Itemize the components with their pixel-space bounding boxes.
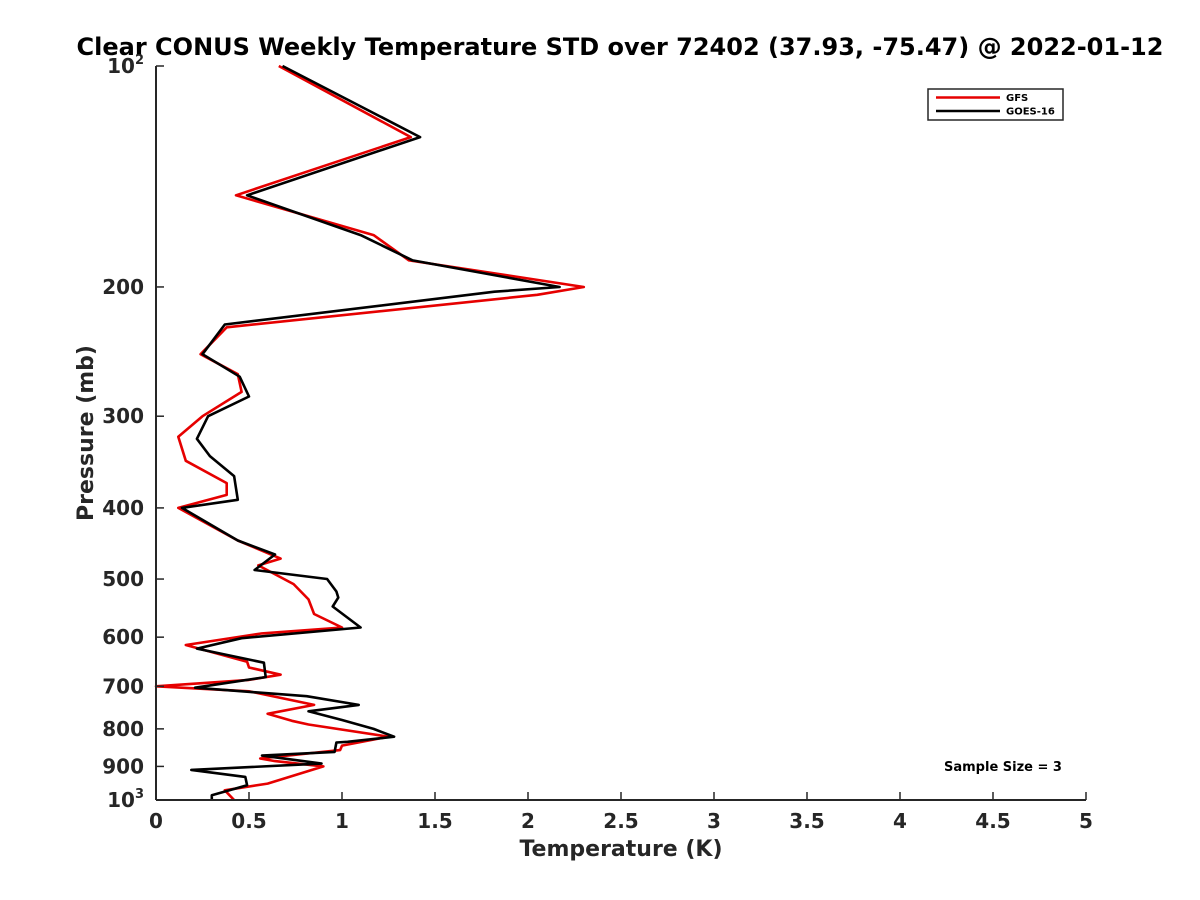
x-tick-label: 0.5: [231, 809, 266, 833]
x-ticks: 0 0.5 1 1.5 2 2.5 3 3.5 4 4.5 5: [149, 792, 1093, 833]
x-tick-label: 4.5: [975, 809, 1010, 833]
legend-box: [927, 88, 1064, 121]
plot-area: [154, 64, 586, 801]
x-tick-label: 2.5: [603, 809, 638, 833]
y-tick-label: 600: [102, 625, 144, 649]
y-tick-label: 700: [102, 674, 144, 698]
sample-size-annotation: Sample Size = 3: [944, 760, 1062, 775]
x-tick-label: 1.5: [417, 809, 452, 833]
x-tick-label: 3.5: [789, 809, 824, 833]
y-tick-label: 500: [102, 567, 144, 591]
legend-label-gfs: GFS: [1006, 93, 1028, 104]
y-tick-label: 200: [102, 275, 144, 299]
y-ticks: 102 200 300 400 500 600 700 800 900 103: [102, 53, 164, 812]
x-tick-label: 2: [521, 809, 535, 833]
x-tick-label: 3: [707, 809, 721, 833]
x-tick-label: 4: [893, 809, 907, 833]
y-tick-label: 103: [107, 787, 144, 812]
x-tick-label: 1: [335, 809, 349, 833]
y-tick-label: 300: [102, 404, 144, 428]
chart-title: Clear CONUS Weekly Temperature STD over …: [77, 33, 1164, 61]
y-tick-label: 400: [102, 496, 144, 520]
x-tick-label: 0: [149, 809, 163, 833]
legend: GFS GOES-16: [927, 88, 1064, 121]
y-tick-label: 800: [102, 717, 144, 741]
x-axis-label: Temperature (K): [519, 837, 722, 862]
series-line-goes-16: [180, 64, 561, 800]
legend-label-goes-16: GOES-16: [1006, 107, 1055, 118]
y-tick-label: 900: [102, 754, 144, 778]
y-tick-label: 102: [107, 53, 144, 78]
y-axis-label: Pressure (mb): [74, 345, 99, 521]
x-tick-label: 5: [1079, 809, 1093, 833]
series-line-gfs: [154, 64, 586, 801]
